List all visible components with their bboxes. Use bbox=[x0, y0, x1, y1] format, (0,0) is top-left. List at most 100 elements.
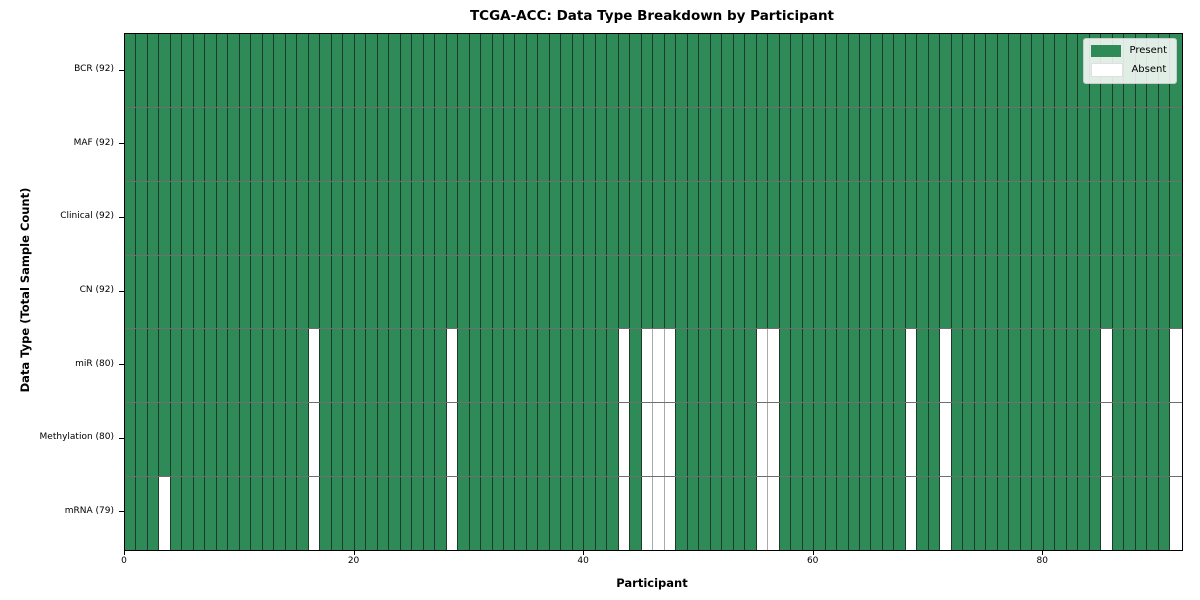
heatmap-cell bbox=[389, 477, 401, 551]
heatmap-cell bbox=[940, 329, 952, 403]
heatmap-cell bbox=[320, 255, 332, 329]
heatmap-cell bbox=[492, 34, 504, 107]
y-tick-label-CN: CN (92) bbox=[79, 285, 114, 295]
heatmap-cell bbox=[871, 107, 883, 181]
heatmap-cell bbox=[549, 181, 562, 255]
heatmap-cell bbox=[159, 34, 171, 107]
heatmap-cell bbox=[653, 477, 665, 551]
heatmap-cell bbox=[1020, 329, 1033, 403]
heatmap-cell bbox=[1147, 477, 1159, 551]
heatmap-cell bbox=[905, 329, 918, 403]
heatmap-cell bbox=[147, 329, 160, 403]
heatmap-cell bbox=[928, 181, 941, 255]
heatmap-cell bbox=[848, 255, 860, 329]
heatmap-cell bbox=[1089, 107, 1102, 181]
heatmap-cell bbox=[653, 329, 665, 403]
heatmap-cell bbox=[561, 181, 573, 255]
heatmap-cell bbox=[630, 255, 642, 329]
heatmap-cell bbox=[986, 329, 998, 403]
heatmap-cell bbox=[882, 181, 895, 255]
heatmap-cell bbox=[435, 329, 447, 403]
heatmap-cell bbox=[538, 477, 550, 551]
heatmap-cell bbox=[366, 107, 378, 181]
heatmap-cell bbox=[745, 107, 757, 181]
legend-swatch-present-icon bbox=[1091, 45, 1122, 57]
heatmap-cell bbox=[814, 34, 826, 107]
y-tick-label-Methylation: Methylation (80) bbox=[39, 432, 114, 443]
heatmap-cell bbox=[503, 107, 516, 181]
heatmap-cell bbox=[584, 34, 596, 107]
heatmap-cell bbox=[354, 181, 367, 255]
heatmap-cell bbox=[1124, 181, 1136, 255]
heatmap-cell bbox=[446, 255, 459, 329]
heatmap-cell bbox=[745, 329, 757, 403]
heatmap-cell bbox=[572, 107, 585, 181]
heatmap-cell bbox=[308, 34, 321, 107]
heatmap-cell bbox=[561, 255, 573, 329]
heatmap-cell bbox=[308, 329, 321, 403]
heatmap-cell bbox=[446, 329, 459, 403]
y-tick-label-miR: miR (80) bbox=[75, 358, 114, 369]
heatmap-cell bbox=[951, 403, 964, 477]
heatmap-cell bbox=[572, 255, 585, 329]
heatmap-cell bbox=[618, 477, 631, 551]
heatmap-cell bbox=[1135, 255, 1148, 329]
heatmap-cell bbox=[216, 329, 229, 403]
heatmap-cell bbox=[389, 255, 401, 329]
heatmap-cell bbox=[1020, 181, 1033, 255]
heatmap-cell bbox=[331, 107, 344, 181]
heatmap-cell bbox=[882, 329, 895, 403]
heatmap-cell bbox=[205, 329, 217, 403]
legend-swatch-absent-icon bbox=[1091, 63, 1124, 77]
heatmap-cell bbox=[882, 477, 895, 551]
heatmap-cell bbox=[894, 181, 906, 255]
heatmap-cell bbox=[871, 403, 883, 477]
heatmap-cell bbox=[572, 403, 585, 477]
heatmap-cell bbox=[986, 255, 998, 329]
heatmap-cell bbox=[458, 181, 470, 255]
heatmap-cell bbox=[848, 403, 860, 477]
heatmap-cell bbox=[526, 34, 539, 107]
heatmap-cell bbox=[1158, 107, 1171, 181]
heatmap-cell bbox=[722, 107, 734, 181]
heatmap-cell bbox=[1009, 477, 1021, 551]
heatmap-cell bbox=[837, 34, 849, 107]
heatmap-cell bbox=[595, 329, 608, 403]
heatmap-cell bbox=[320, 403, 332, 477]
heatmap-cell bbox=[722, 34, 734, 107]
heatmap-cell bbox=[687, 181, 700, 255]
heatmap-cell bbox=[400, 329, 413, 403]
heatmap-cell bbox=[1032, 34, 1044, 107]
heatmap-cell bbox=[1170, 181, 1182, 255]
heatmap-cell bbox=[125, 181, 137, 255]
heatmap-cell bbox=[251, 403, 263, 477]
heatmap-cell bbox=[630, 107, 642, 181]
y-tick-mark bbox=[119, 437, 124, 439]
heatmap-cell bbox=[1147, 107, 1159, 181]
heatmap-cell bbox=[251, 329, 263, 403]
heatmap-cell bbox=[503, 255, 516, 329]
heatmap-cell bbox=[1066, 403, 1079, 477]
heatmap-cell bbox=[791, 403, 803, 477]
heatmap-cell bbox=[894, 403, 906, 477]
heatmap-cell bbox=[905, 255, 918, 329]
heatmap-cell bbox=[1043, 403, 1056, 477]
heatmap-cell bbox=[940, 477, 952, 551]
heatmap-cell bbox=[274, 255, 286, 329]
heatmap-cell bbox=[699, 107, 711, 181]
heatmap-cell bbox=[159, 329, 171, 403]
heatmap-cell bbox=[308, 181, 321, 255]
heatmap-cell bbox=[595, 107, 608, 181]
heatmap-cell bbox=[274, 403, 286, 477]
heatmap-cell bbox=[814, 403, 826, 477]
heatmap-cell bbox=[595, 477, 608, 551]
heatmap-cell bbox=[837, 329, 849, 403]
heatmap-cell bbox=[768, 107, 780, 181]
heatmap-cell bbox=[561, 477, 573, 551]
heatmap-cell bbox=[1101, 329, 1113, 403]
heatmap-cell bbox=[182, 34, 194, 107]
heatmap-cell bbox=[733, 477, 746, 551]
heatmap-cell bbox=[1055, 329, 1067, 403]
heatmap-cell bbox=[1101, 181, 1113, 255]
heatmap-cell bbox=[216, 181, 229, 255]
